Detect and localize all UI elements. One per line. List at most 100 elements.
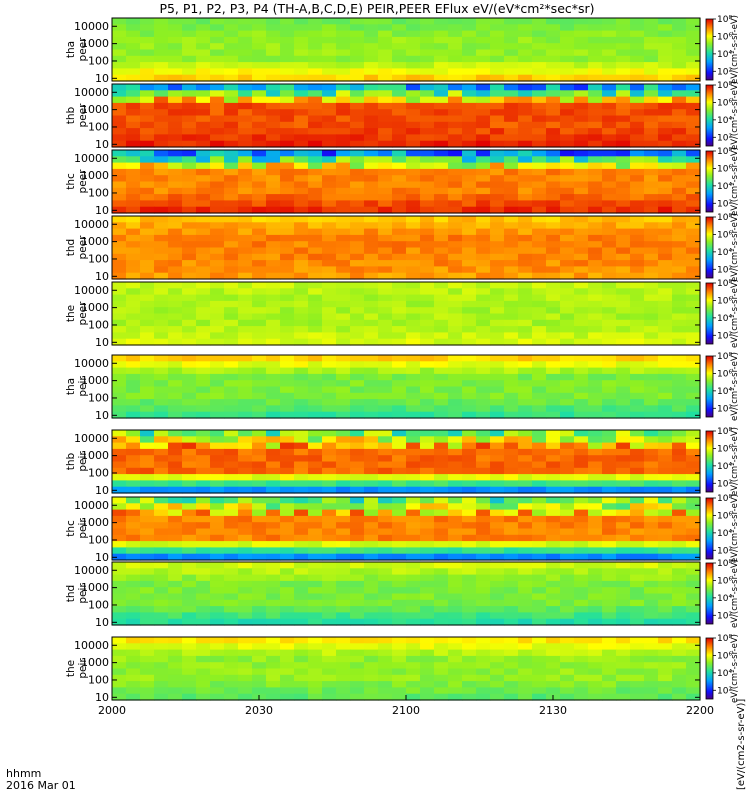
- heatmap-cell: [112, 181, 127, 189]
- heatmap-cell: [504, 49, 519, 57]
- heatmap-cell: [210, 313, 225, 321]
- heatmap-cell: [518, 509, 533, 517]
- heatmap-cell: [616, 288, 631, 296]
- heatmap-cell: [644, 102, 659, 110]
- heatmap-cell: [378, 649, 393, 657]
- heatmap-cell: [434, 448, 449, 456]
- y-tick-label: 10: [95, 616, 109, 629]
- heatmap-cell: [266, 62, 281, 69]
- heatmap-cell: [238, 593, 253, 601]
- heatmap-cell: [140, 599, 155, 607]
- heatmap-cell: [364, 162, 379, 170]
- heatmap-cell: [546, 300, 561, 308]
- heatmap-cell: [448, 216, 463, 223]
- heatmap-cell: [560, 109, 575, 117]
- heatmap-cell: [392, 528, 407, 536]
- heatmap-cell: [308, 96, 323, 104]
- heatmap-cell: [658, 247, 673, 255]
- heatmap-cell: [574, 175, 589, 183]
- heatmap-cell: [434, 216, 449, 223]
- heatmap-cell: [350, 497, 365, 504]
- heatmap-cell: [434, 313, 449, 321]
- heatmap-cell: [406, 503, 421, 511]
- heatmap-cell: [504, 643, 519, 651]
- heatmap-cell: [336, 655, 351, 663]
- heatmap-cell: [112, 175, 127, 183]
- heatmap-cell: [280, 247, 295, 255]
- heatmap-cell: [630, 612, 645, 620]
- heatmap-cell: [476, 430, 491, 437]
- heatmap-cell: [168, 222, 183, 230]
- heatmap-cell: [392, 282, 407, 289]
- heatmap-cell: [112, 168, 127, 176]
- heatmap-cell: [322, 55, 337, 63]
- heatmap-cell: [588, 272, 603, 280]
- heatmap-cell: [168, 515, 183, 523]
- heatmap-cell: [350, 168, 365, 176]
- heatmap-cell: [266, 168, 281, 176]
- heatmap-cell: [182, 200, 197, 208]
- heatmap-cell: [168, 522, 183, 530]
- heatmap-cell: [322, 216, 337, 223]
- heatmap-cell: [112, 687, 127, 695]
- heatmap-cell: [532, 681, 547, 688]
- heatmap-cell: [112, 541, 127, 548]
- heatmap-cell: [308, 307, 323, 315]
- heatmap-cell: [266, 580, 281, 588]
- heatmap-cell: [392, 30, 407, 38]
- heatmap-cell: [112, 30, 127, 38]
- heatmap-cell: [406, 367, 421, 375]
- colorbar-tick-label: 10²: [717, 611, 732, 621]
- heatmap-cell: [336, 55, 351, 63]
- heatmap-cell: [378, 606, 393, 613]
- heatmap-cell: [518, 55, 533, 63]
- heatmap-cell: [560, 587, 575, 595]
- heatmap-cell: [294, 266, 309, 274]
- heatmap-cell: [658, 300, 673, 308]
- heatmap-cell: [434, 36, 449, 44]
- heatmap-cell: [630, 430, 645, 437]
- heatmap-cell: [224, 247, 239, 255]
- heatmap-cell: [322, 655, 337, 663]
- panel-label-probe: thb: [65, 106, 77, 124]
- heatmap-cell: [588, 338, 603, 346]
- heatmap-cell: [238, 102, 253, 110]
- heatmap-cell: [168, 392, 183, 400]
- heatmap-cell: [476, 222, 491, 230]
- heatmap-cell: [294, 200, 309, 208]
- heatmap-cell: [238, 509, 253, 517]
- heatmap-cell: [518, 96, 533, 104]
- heatmap-cell: [238, 474, 253, 481]
- heatmap-cell: [182, 121, 197, 129]
- heatmap-cell: [182, 187, 197, 195]
- heatmap-cell: [420, 681, 435, 688]
- heatmap-cell: [126, 162, 141, 170]
- heatmap-cell: [112, 411, 127, 419]
- heatmap-cell: [448, 55, 463, 63]
- heatmap-cell: [462, 200, 477, 208]
- heatmap-cell: [168, 503, 183, 511]
- heatmap-cell: [476, 30, 491, 38]
- heatmap-cell: [140, 649, 155, 657]
- heatmap-cell: [420, 288, 435, 296]
- heatmap-cell: [546, 241, 561, 249]
- heatmap-cell: [196, 128, 211, 135]
- heatmap-cell: [378, 436, 393, 444]
- colorbar-title: eV/(cm²-s-sr-eV): [730, 352, 740, 421]
- heatmap-cell: [476, 247, 491, 255]
- heatmap-cell: [140, 121, 155, 129]
- heatmap-cell: [238, 96, 253, 104]
- heatmap-cell: [574, 373, 589, 381]
- heatmap-cell: [140, 442, 155, 450]
- heatmap-cell: [378, 234, 393, 242]
- heatmap-cell: [196, 522, 211, 530]
- heatmap-cell: [210, 599, 225, 607]
- heatmap-cell: [140, 294, 155, 302]
- heatmap-cell: [196, 228, 211, 236]
- heatmap-cell: [308, 206, 323, 214]
- heatmap-cell: [364, 541, 379, 548]
- heatmap-cell: [448, 121, 463, 129]
- heatmap-cell: [350, 693, 365, 701]
- heatmap-cell: [616, 411, 631, 419]
- heatmap-cell: [266, 486, 281, 494]
